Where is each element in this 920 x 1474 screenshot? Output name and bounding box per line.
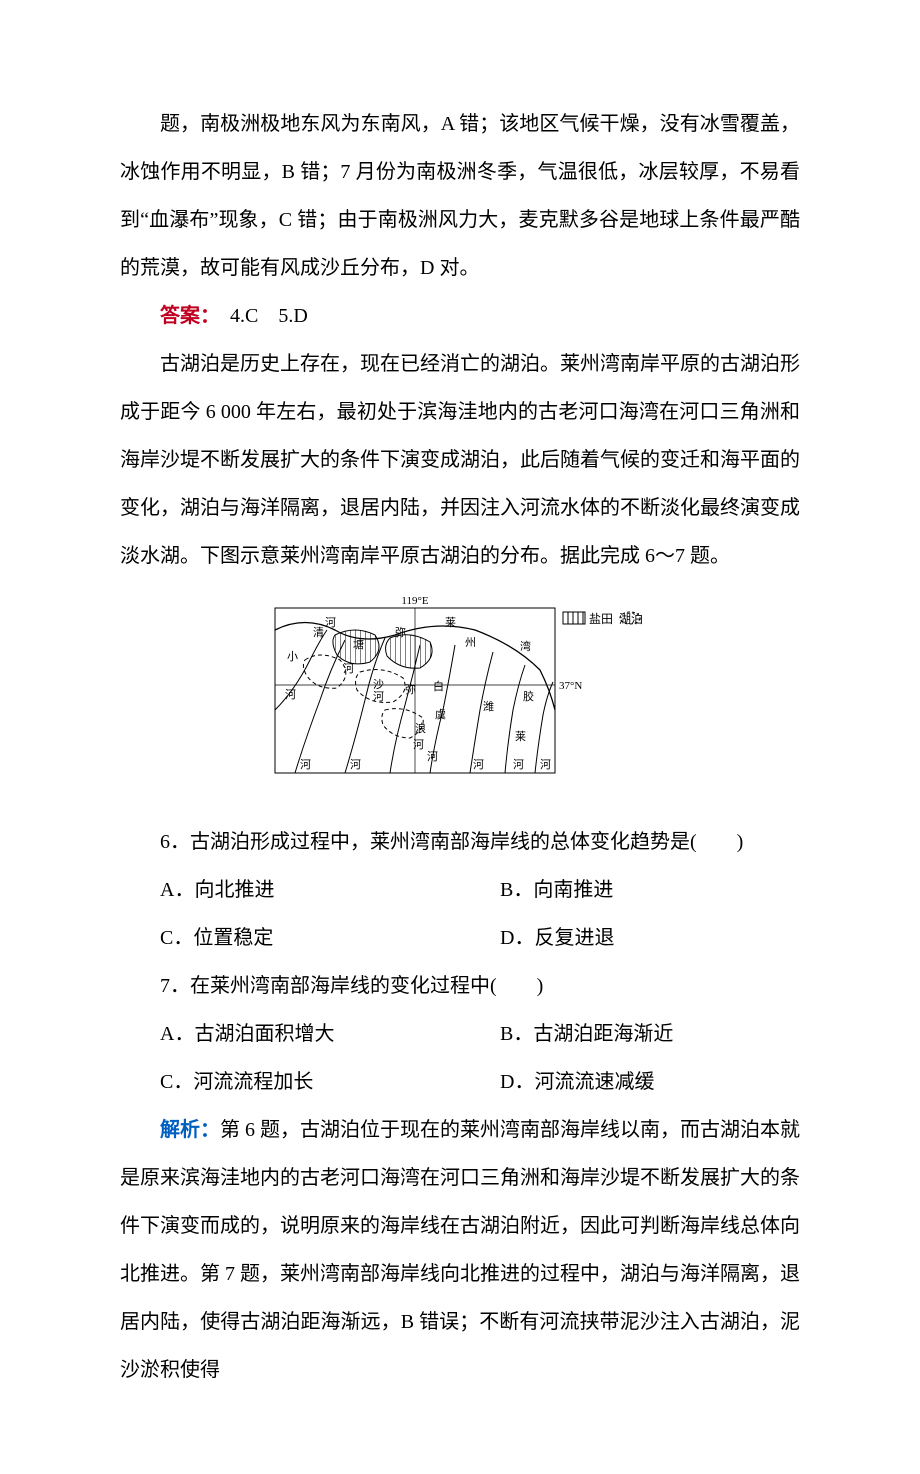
svg-text:河: 河 (325, 616, 336, 629)
svg-text:浪: 浪 (415, 721, 426, 735)
svg-text:河: 河 (350, 758, 361, 771)
analysis-continuation: 题，南极洲极地东风为东南风，A 错；该地区气候干燥，没有冰雪覆盖，冰蚀作用不明显… (120, 100, 800, 292)
q6-opt-d: D．反复进退 (500, 914, 800, 962)
legend-salt: 盐田 (589, 612, 613, 626)
q7-opt-a: A．古湖泊面积增大 (160, 1010, 460, 1058)
question-7-options: A．古湖泊面积增大 B．古湖泊距海渐近 (120, 1010, 800, 1058)
question-7: 7．在莱州湾南部海岸线的变化过程中( ) (120, 962, 800, 1010)
svg-text:小: 小 (287, 650, 298, 663)
svg-text:州: 州 (465, 637, 476, 649)
answer-values: 4.C 5.D (230, 305, 308, 327)
svg-text:河: 河 (300, 758, 311, 771)
q6-opt-c: C．位置稳定 (160, 914, 460, 962)
svg-text:河: 河 (513, 758, 524, 771)
svg-text:虞: 虞 (435, 707, 446, 721)
svg-text:河: 河 (427, 750, 438, 763)
svg-text:清: 清 (313, 626, 324, 639)
q7-opt-b: B．古湖泊距海渐近 (500, 1010, 800, 1058)
svg-text:塘: 塘 (353, 637, 364, 651)
svg-text:河: 河 (373, 690, 384, 703)
svg-text:湾: 湾 (520, 639, 531, 653)
svg-text:莱: 莱 (515, 730, 526, 743)
lat-label: 37°N (559, 680, 582, 692)
question-6-options-2: C．位置稳定 D．反复进退 (120, 914, 800, 962)
legend-lake: 湖泊 (619, 611, 643, 626)
svg-text:胶: 胶 (523, 689, 534, 703)
svg-text:弥: 弥 (405, 682, 416, 696)
svg-text:莱: 莱 (445, 616, 456, 629)
q6-opt-b: B．向南推进 (500, 866, 800, 914)
svg-text:潍: 潍 (483, 700, 494, 713)
svg-text:沙: 沙 (373, 678, 384, 691)
svg-text:河: 河 (540, 758, 551, 771)
analysis-67: 解析：第 6 题，古湖泊位于现在的莱州湾南部海岸线以南，而古湖泊本就是原来滨海洼… (120, 1106, 800, 1394)
q6-opt-a: A．向北推进 (160, 866, 460, 914)
question-6: 6．古湖泊形成过程中，莱州湾南部海岸线的总体变化趋势是( ) (120, 818, 800, 866)
answer-label: 答案： (160, 305, 220, 327)
svg-text:白: 白 (433, 679, 444, 693)
passage: 古湖泊是历史上存在，现在已经消亡的湖泊。莱州湾南岸平原的古湖泊形成于距今 6 0… (120, 340, 800, 580)
svg-text:河: 河 (413, 738, 424, 751)
question-6-options: A．向北推进 B．向南推进 (120, 866, 800, 914)
q7-opt-d: D．河流流速减缓 (500, 1058, 800, 1106)
q7-opt-c: C．河流流程加长 (160, 1058, 460, 1106)
analysis-label: 解析： (160, 1119, 220, 1141)
map-figure: 盐田 湖泊 119°E 37°N 清 小 河 塘 弥 莱 州 湾 河 河 沙 河… (120, 590, 800, 808)
analysis-text: 第 6 题，古湖泊位于现在的莱州湾南部海岸线以南，而古湖泊本就是原来滨海洼地内的… (120, 1119, 800, 1381)
svg-text:河: 河 (473, 758, 484, 771)
svg-text:河: 河 (343, 662, 354, 675)
svg-text:河: 河 (285, 688, 296, 701)
lon-label: 119°E (401, 595, 428, 607)
svg-text:弥: 弥 (395, 625, 406, 639)
answer-45: 答案： 4.C 5.D (120, 292, 800, 340)
question-7-options-2: C．河流流程加长 D．河流流速减缓 (120, 1058, 800, 1106)
